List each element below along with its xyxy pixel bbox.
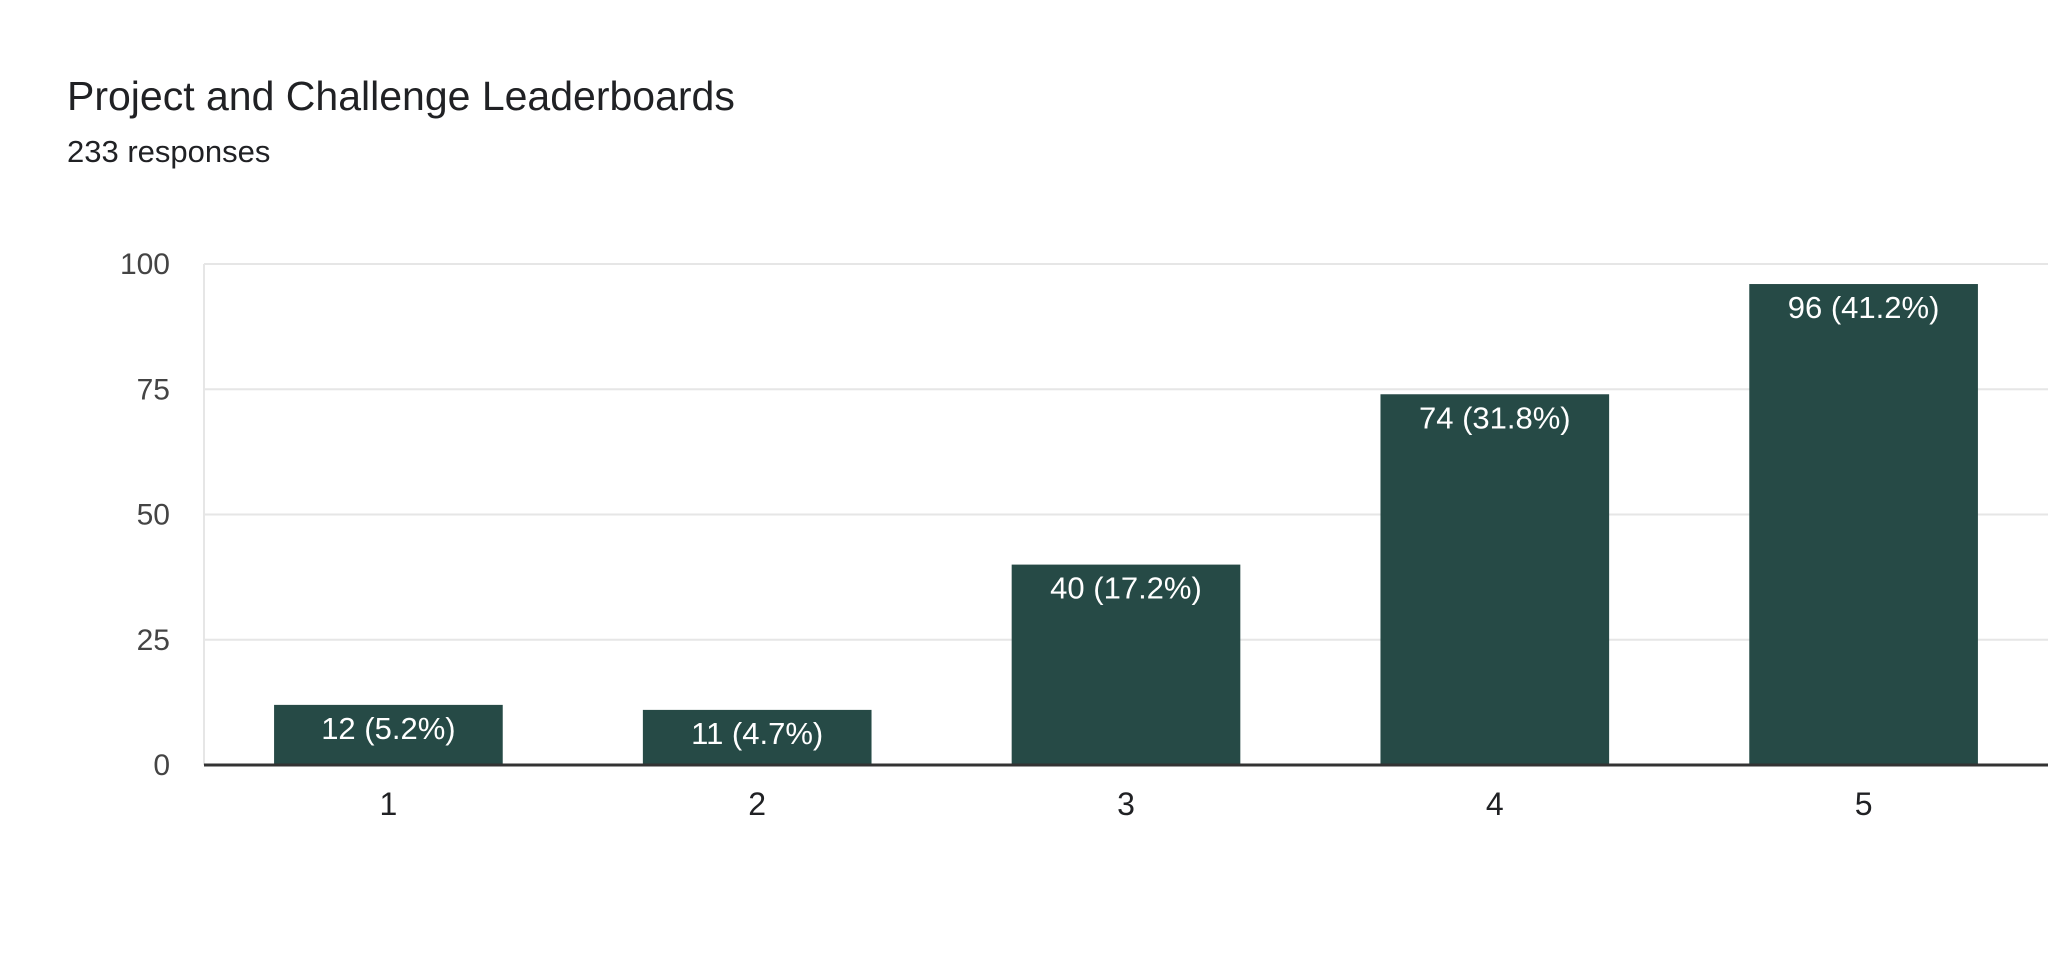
y-tick-label: 100: [120, 248, 170, 281]
bar-data-label: 96 (41.2%): [1788, 290, 1940, 325]
bar-data-label: 11 (4.7%): [691, 716, 823, 751]
x-tick-label: 2: [748, 786, 766, 822]
y-tick-label: 75: [137, 373, 170, 406]
bar: [274, 704, 503, 765]
y-tick-label: 50: [137, 499, 170, 532]
axes: 0 25 50 75 100 1 2 3 4 5: [120, 248, 2048, 822]
x-tick-label: 1: [380, 786, 398, 822]
bar-data-label: 12 (5.2%): [321, 711, 455, 746]
response-count: 233 responses: [67, 134, 271, 169]
bar-data-label: 74 (31.8%): [1419, 400, 1571, 435]
bars: 12 (5.2%) 11 (4.7%) 40 (17.2%) 74 (31.8%) 96…: [274, 284, 1978, 765]
x-tick-label: 3: [1117, 786, 1135, 822]
bar: [1011, 564, 1241, 765]
x-tick-label: 5: [1855, 786, 1873, 822]
chart-header: Project and Challenge Leaderboards 233 r…: [67, 68, 735, 172]
y-tick-label: 0: [153, 749, 170, 782]
bar-data-label: 40 (17.2%): [1050, 571, 1202, 606]
y-tick-label: 25: [137, 624, 170, 657]
bar: [1749, 284, 1978, 765]
page-title: Project and Challenge Leaderboards: [67, 73, 735, 119]
bar: [1380, 394, 1610, 765]
bar: [642, 709, 872, 765]
x-tick-label: 4: [1486, 786, 1504, 822]
